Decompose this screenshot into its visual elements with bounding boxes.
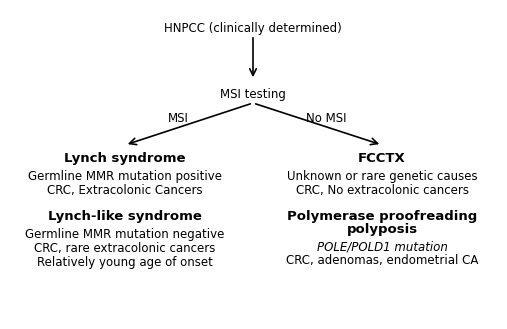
Text: Germline MMR mutation negative: Germline MMR mutation negative xyxy=(25,228,225,241)
Text: POLE/POLD1 mutation: POLE/POLD1 mutation xyxy=(316,240,448,253)
Text: CRC, adenomas, endometrial CA: CRC, adenomas, endometrial CA xyxy=(286,254,478,267)
Text: Polymerase proofreading: Polymerase proofreading xyxy=(287,210,477,223)
Text: Relatively young age of onset: Relatively young age of onset xyxy=(37,256,213,269)
Text: HNPCC (clinically determined): HNPCC (clinically determined) xyxy=(164,22,342,35)
Text: polyposis: polyposis xyxy=(346,223,418,236)
Text: Lynch syndrome: Lynch syndrome xyxy=(64,152,186,165)
Text: No MSI: No MSI xyxy=(306,112,346,125)
Text: Unknown or rare genetic causes: Unknown or rare genetic causes xyxy=(286,170,477,183)
Text: MSI: MSI xyxy=(167,112,189,125)
Text: FCCTX: FCCTX xyxy=(358,152,406,165)
Text: CRC, Extracolonic Cancers: CRC, Extracolonic Cancers xyxy=(47,184,203,197)
Text: CRC, rare extracolonic cancers: CRC, rare extracolonic cancers xyxy=(34,242,215,255)
Text: Lynch-like syndrome: Lynch-like syndrome xyxy=(48,210,202,223)
Text: CRC, No extracolonic cancers: CRC, No extracolonic cancers xyxy=(296,184,468,197)
Text: Germline MMR mutation positive: Germline MMR mutation positive xyxy=(28,170,222,183)
Text: MSI testing: MSI testing xyxy=(220,88,286,101)
